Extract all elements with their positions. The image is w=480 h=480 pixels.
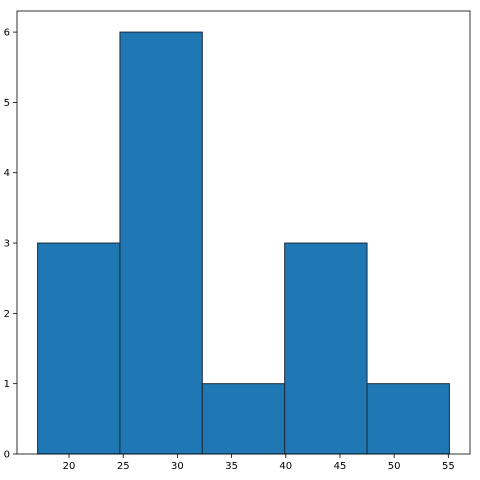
histogram-bar-4 (284, 242, 368, 455)
y-tick-label-6: 6 (4, 28, 10, 39)
x-tick-label-30: 30 (171, 461, 184, 472)
x-tick-label-20: 20 (63, 461, 76, 472)
histogram-bar-2 (119, 31, 203, 455)
x-tick-label-50: 50 (388, 461, 401, 472)
bars-layer (37, 31, 450, 455)
y-tick-label-2: 2 (4, 309, 10, 320)
histogram-bar-5 (366, 383, 450, 455)
y-tick-label-4: 4 (4, 168, 10, 179)
y-tick-label-3: 3 (4, 239, 10, 250)
y-tick-label-1: 1 (4, 379, 10, 390)
x-tick-label-40: 40 (279, 461, 292, 472)
x-tick-label-55: 55 (442, 461, 455, 472)
x-tick-label-35: 35 (225, 461, 238, 472)
plot-frame (16, 10, 471, 455)
y-tick-label-5: 5 (4, 98, 10, 109)
x-tick-label-25: 25 (117, 461, 130, 472)
histogram-bar-1 (37, 242, 121, 455)
y-tick-label-0: 0 (4, 450, 10, 461)
x-tick-label-45: 45 (334, 461, 347, 472)
histogram-bar-3 (201, 383, 286, 455)
